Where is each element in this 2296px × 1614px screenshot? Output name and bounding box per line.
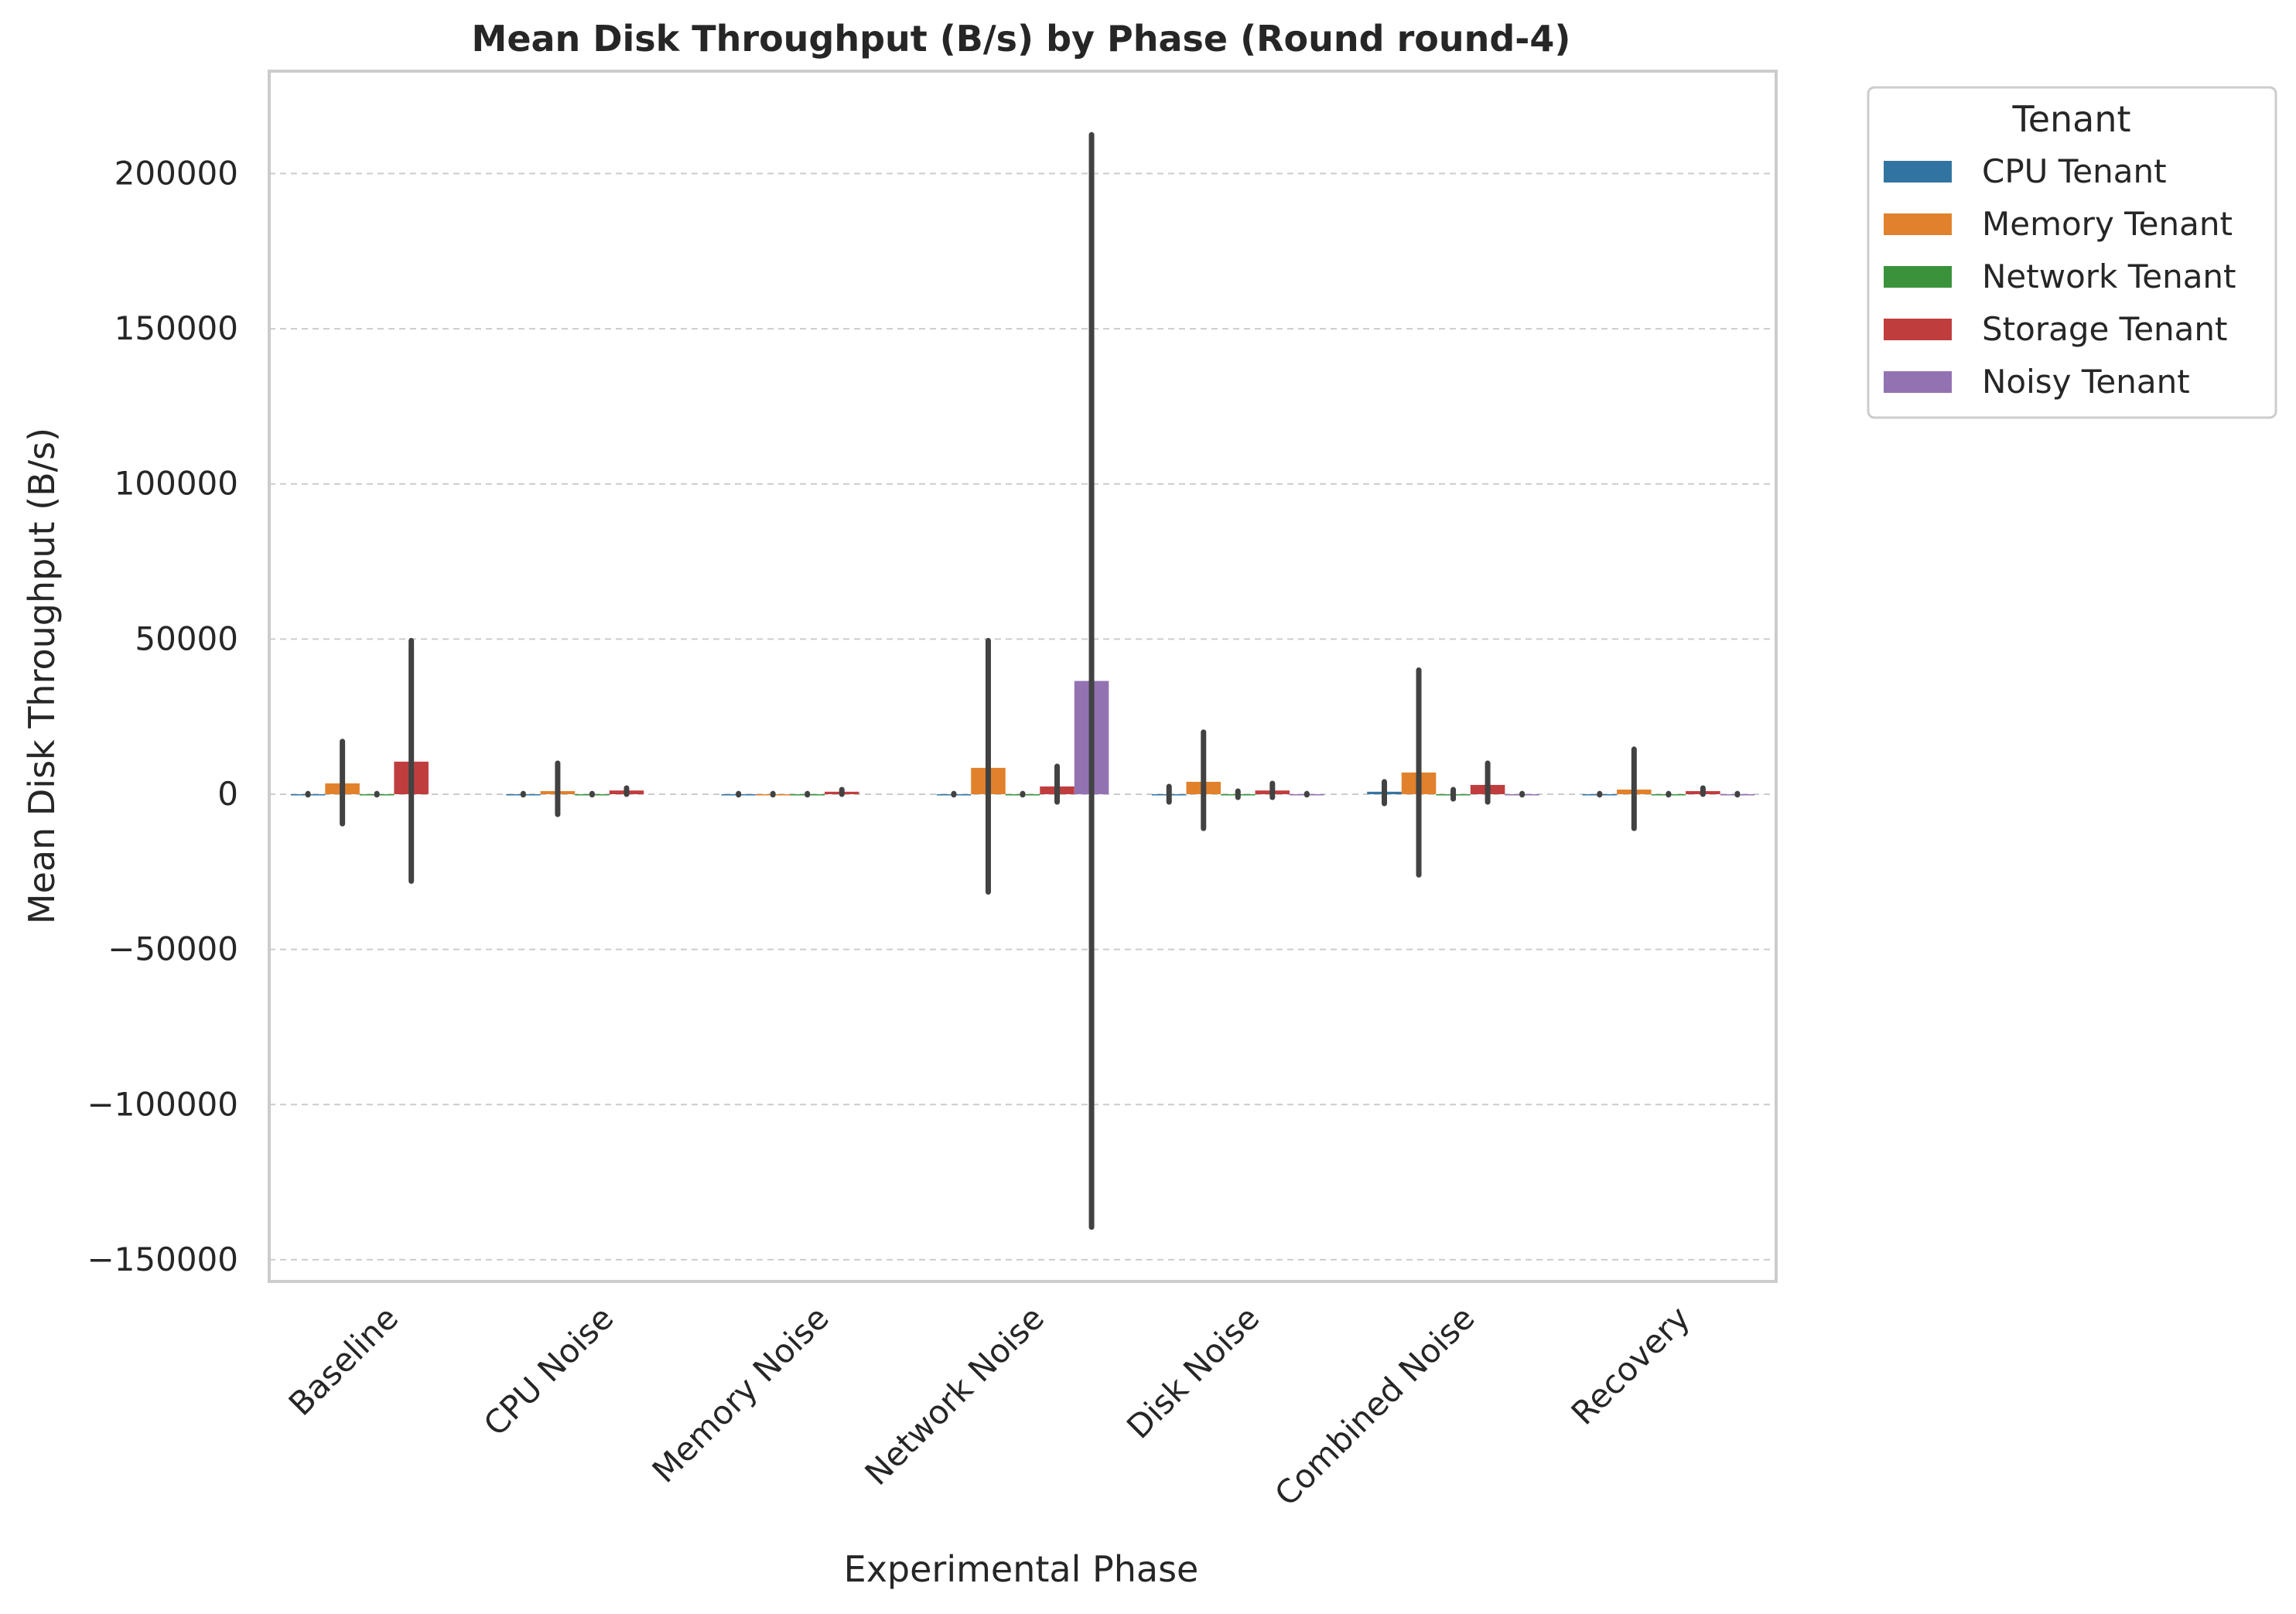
y-tick-label: 200000 <box>114 154 238 192</box>
y-tick-label: 0 <box>217 775 238 813</box>
y-tick-label: 100000 <box>114 465 238 503</box>
legend-swatch <box>1884 213 1952 235</box>
x-tick-label: CPU Noise <box>477 1298 621 1443</box>
y-tick-label: 50000 <box>135 619 238 657</box>
x-tick-label: Network Noise <box>858 1298 1051 1492</box>
x-tick-label: Combined Noise <box>1267 1298 1481 1513</box>
legend-entry: Noisy Tenant <box>1982 363 2190 401</box>
legend-frame <box>1867 86 2277 419</box>
legend-swatch <box>1884 266 1952 288</box>
legend-entry: Storage Tenant <box>1982 310 2227 348</box>
plot-area-frame <box>268 70 1778 1283</box>
bars <box>290 681 1755 796</box>
chart-title: Mean Disk Throughput (B/s) by Phase (Rou… <box>472 18 1571 60</box>
legend-swatch <box>1884 371 1952 393</box>
legend-swatch <box>1884 319 1952 340</box>
gridlines <box>269 172 1776 1261</box>
x-tick-label: Memory Noise <box>645 1298 836 1489</box>
x-tick-label: Baseline <box>282 1298 406 1423</box>
y-tick-label: −150000 <box>87 1240 238 1278</box>
legend-entry: Network Tenant <box>1982 258 2236 295</box>
error-bars <box>305 131 1741 1230</box>
y-tick-label: −50000 <box>108 930 238 968</box>
y-axis-ticks: −150000 −100000 −50000 0 50000 100000 150000 20… <box>87 154 238 1278</box>
legend-entry: Memory Tenant <box>1982 205 2233 243</box>
x-axis-ticks: Baseline CPU Noise Memory Noise Network Noi… <box>282 1298 1697 1513</box>
legend-swatch <box>1884 161 1952 183</box>
legend-items: CPU Tenant Memory Tenant Network Tenant Sto… <box>1884 152 2236 401</box>
legend: Tenant CPU Tenant Memory Tenant Network Te… <box>1867 86 2277 419</box>
x-tick-label: Disk Noise <box>1119 1298 1266 1445</box>
x-tick-label: Recovery <box>1564 1298 1697 1431</box>
y-tick-label: −100000 <box>87 1085 238 1123</box>
legend-entry: CPU Tenant <box>1982 152 2167 190</box>
legend-title: Tenant <box>2011 98 2130 140</box>
x-axis-label: Experimental Phase <box>844 1548 1199 1590</box>
y-axis-label: Mean Disk Throughput (B/s) <box>21 428 63 924</box>
y-tick-label: 150000 <box>114 309 238 347</box>
